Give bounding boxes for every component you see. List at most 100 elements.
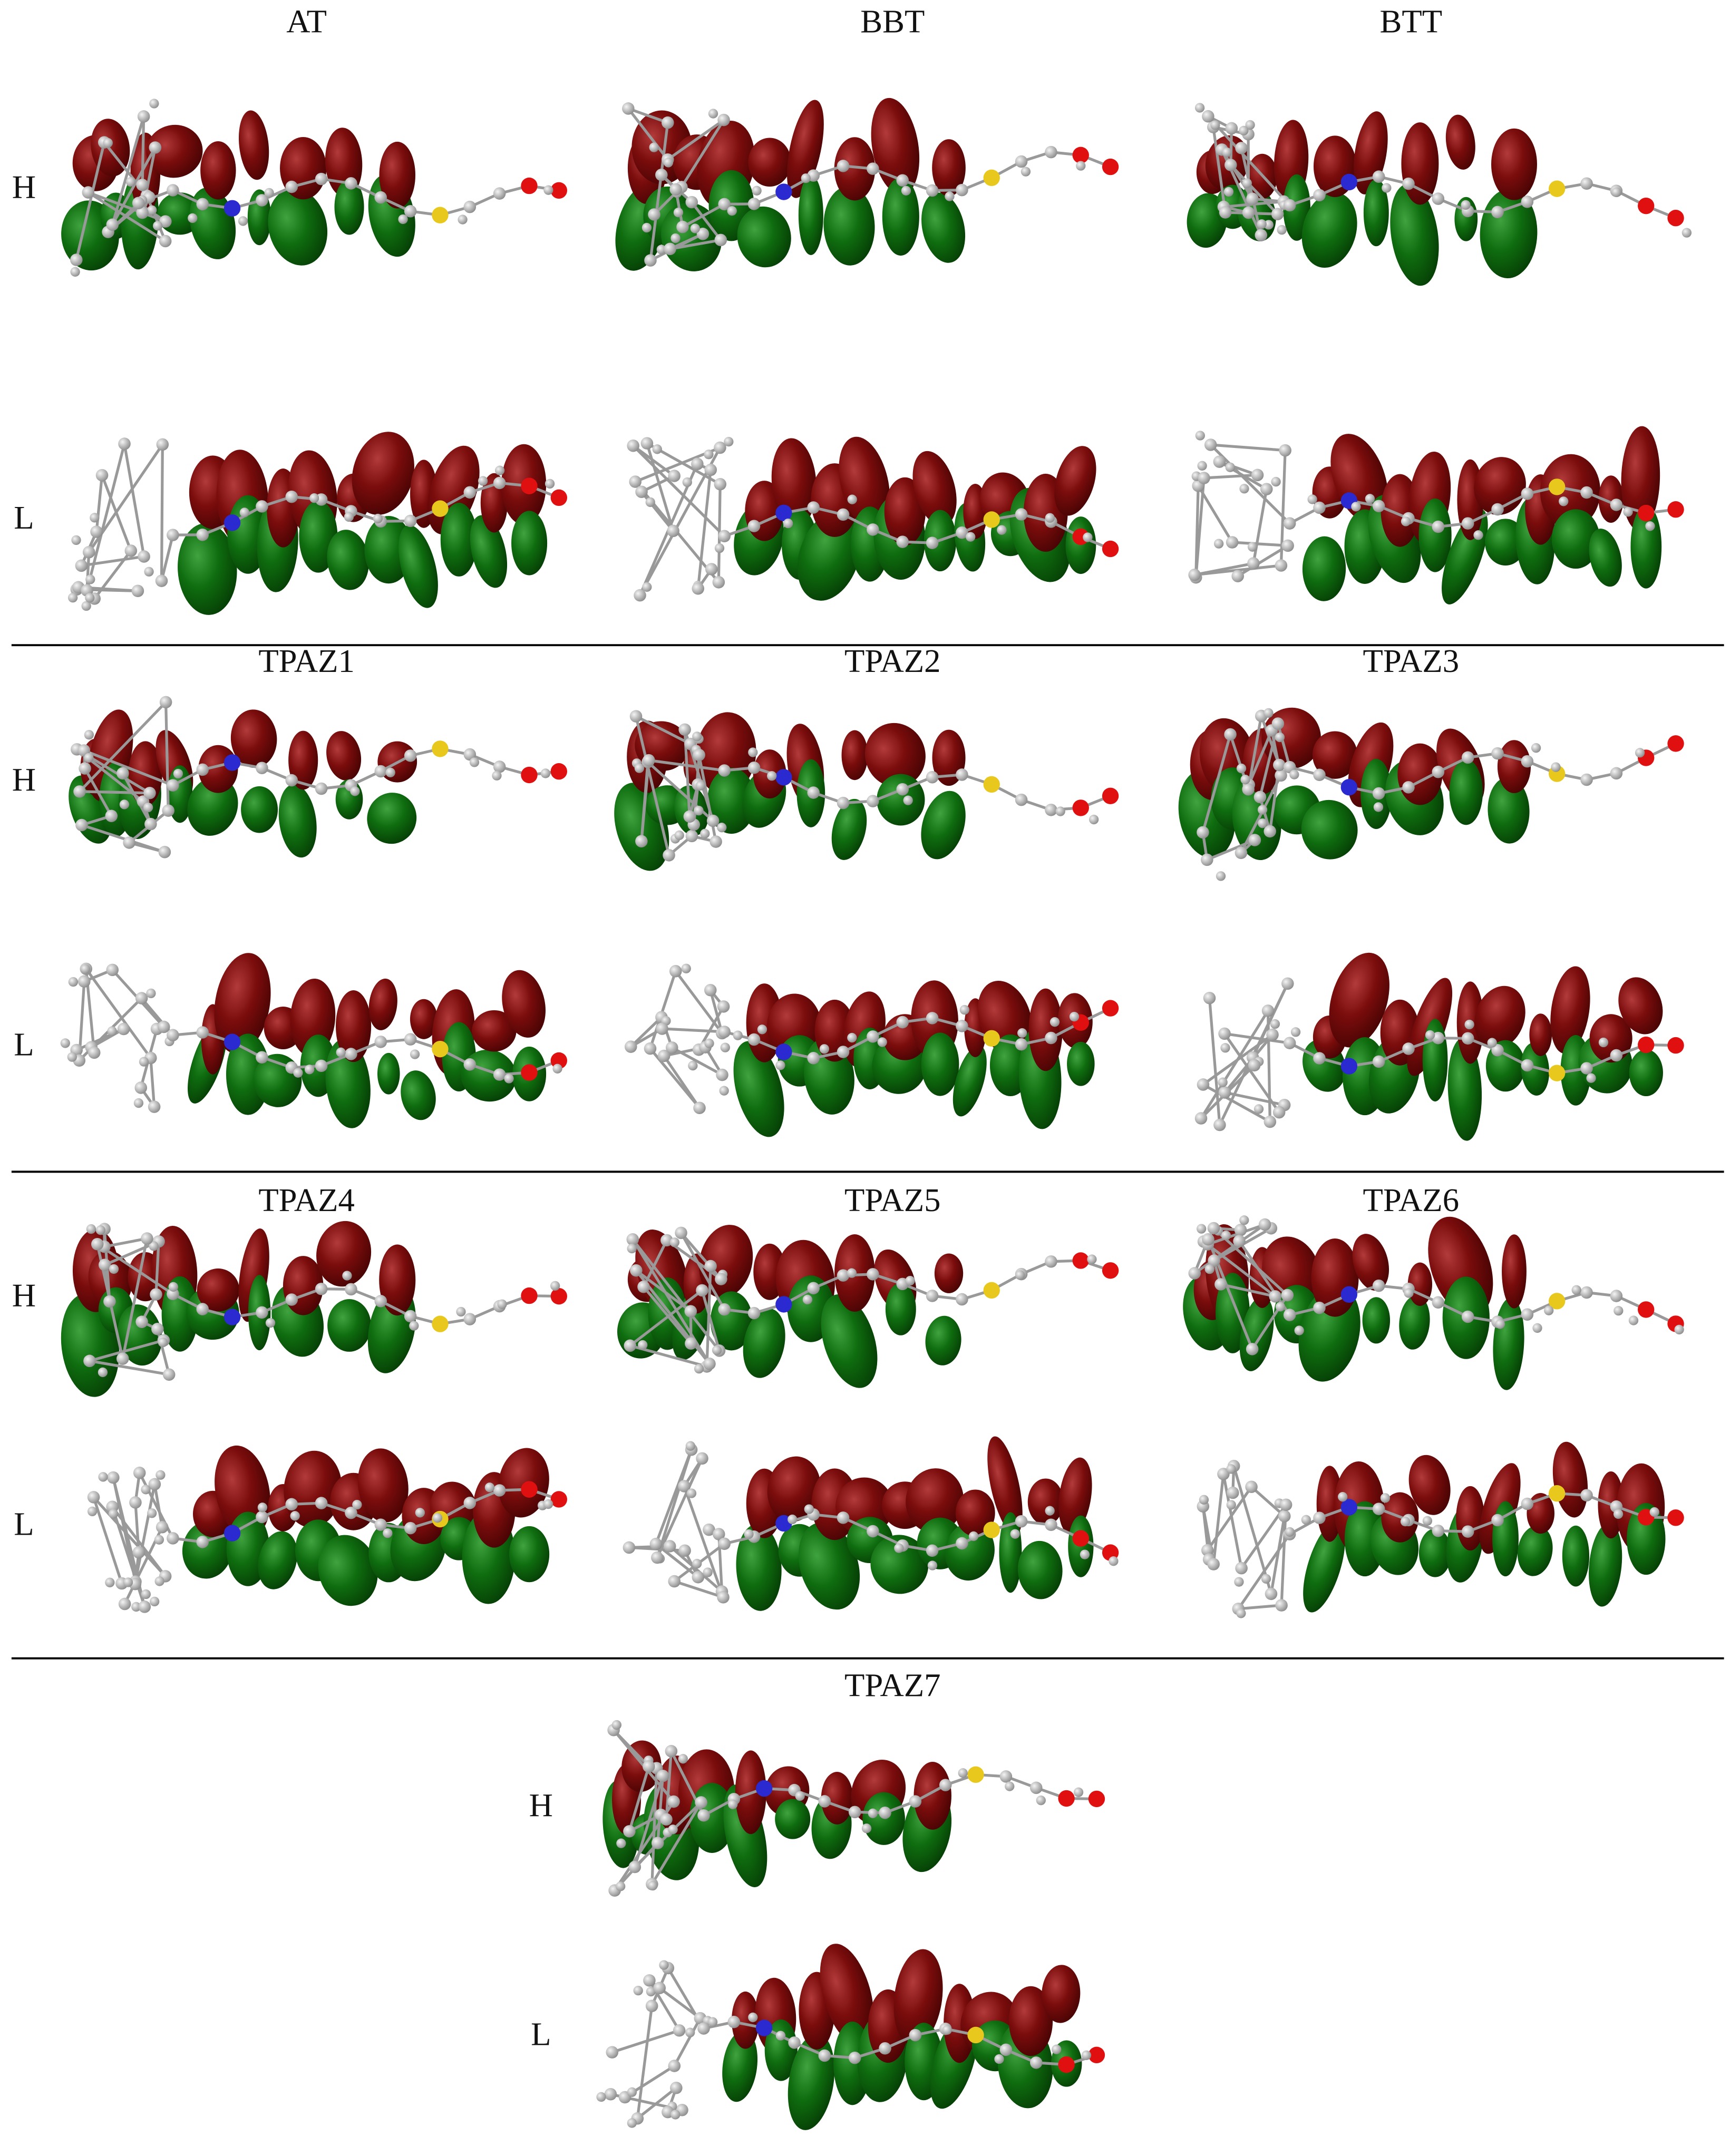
orbital-lobe <box>241 786 278 833</box>
atom <box>667 1795 680 1808</box>
atom <box>1340 1286 1358 1303</box>
bond <box>81 824 166 854</box>
atom <box>285 774 298 787</box>
bond <box>636 2005 654 2119</box>
atom <box>678 723 691 736</box>
bond <box>1232 541 1288 547</box>
bond <box>1252 489 1268 564</box>
atom <box>1491 1043 1504 1057</box>
atom <box>521 1481 538 1498</box>
atom <box>695 1796 707 1809</box>
atom <box>681 963 691 973</box>
atom <box>1279 1498 1292 1511</box>
atom <box>927 1560 938 1570</box>
atom <box>1495 1319 1505 1329</box>
atom <box>1571 1285 1581 1295</box>
atom <box>1235 846 1248 860</box>
atom <box>727 206 737 216</box>
atom <box>956 183 968 197</box>
orbital-lobe <box>823 186 875 266</box>
orbital-lobe <box>509 1526 550 1583</box>
atom <box>685 1337 697 1350</box>
atom <box>968 1531 979 1542</box>
atom <box>463 1313 477 1325</box>
orbital-lobe <box>511 511 548 575</box>
atom <box>1253 1104 1264 1114</box>
bond <box>656 1458 704 1558</box>
orbital-lobe <box>238 110 269 180</box>
orbital-lobe <box>325 1039 371 1128</box>
atom <box>1285 1527 1295 1537</box>
orbital-lobe <box>764 2019 798 2081</box>
atom <box>1227 1486 1239 1499</box>
atom <box>135 992 148 1004</box>
atom <box>1598 1037 1609 1048</box>
atom <box>685 196 698 209</box>
atom <box>767 771 777 781</box>
atom <box>80 964 90 974</box>
atom <box>168 1282 178 1292</box>
orbital-lobe <box>737 206 791 268</box>
atom <box>1036 1796 1046 1806</box>
atom <box>775 1296 792 1313</box>
atom <box>118 1597 131 1611</box>
atom <box>1188 1267 1201 1280</box>
atom <box>656 1022 668 1035</box>
atom <box>87 1491 100 1504</box>
atom <box>1102 1000 1119 1017</box>
atom <box>1402 1042 1415 1055</box>
atom <box>642 222 652 233</box>
atom <box>837 508 850 521</box>
atom <box>156 438 169 451</box>
atom <box>138 550 150 563</box>
atom <box>141 1589 151 1599</box>
atom <box>956 1293 968 1306</box>
orbital-lobe <box>893 1949 943 2046</box>
atom <box>683 810 696 823</box>
atom <box>645 497 655 508</box>
atom <box>958 1768 968 1778</box>
atom <box>315 1282 328 1295</box>
atom <box>635 485 648 498</box>
atom <box>1073 1787 1084 1797</box>
atom <box>692 1558 702 1569</box>
bond <box>153 1484 164 1528</box>
bond <box>691 201 722 241</box>
atom <box>926 1290 939 1302</box>
atom <box>867 1525 879 1538</box>
orbital-lobe <box>470 515 508 588</box>
bond <box>1260 715 1281 766</box>
atom <box>162 1368 176 1381</box>
bond <box>668 1545 723 1593</box>
atom <box>1264 825 1276 838</box>
atom <box>1279 444 1291 457</box>
bond <box>1269 1516 1286 1594</box>
atom <box>775 2031 786 2041</box>
atom <box>1248 1059 1261 1072</box>
atom <box>1204 1264 1214 1274</box>
atom <box>1109 1556 1119 1566</box>
atom <box>1432 1296 1445 1309</box>
atom <box>410 1049 420 1059</box>
orbital-lobe <box>368 978 397 1030</box>
bond <box>83 767 113 817</box>
atom <box>1473 530 1483 540</box>
atom <box>1258 1218 1271 1231</box>
atom <box>1638 197 1655 214</box>
atom <box>867 523 879 536</box>
atom <box>1340 173 1358 191</box>
atom <box>103 1295 116 1308</box>
atom <box>669 183 682 196</box>
atom <box>1236 1608 1246 1618</box>
atom <box>714 233 727 247</box>
atom <box>1667 501 1684 518</box>
atom <box>983 776 1000 793</box>
atom <box>724 436 734 447</box>
orbital-lobe <box>1529 1013 1552 1056</box>
atom <box>697 2022 710 2035</box>
atom <box>374 1036 387 1048</box>
atom <box>1301 1515 1311 1525</box>
atom <box>1340 1499 1358 1516</box>
atom <box>623 1541 636 1554</box>
